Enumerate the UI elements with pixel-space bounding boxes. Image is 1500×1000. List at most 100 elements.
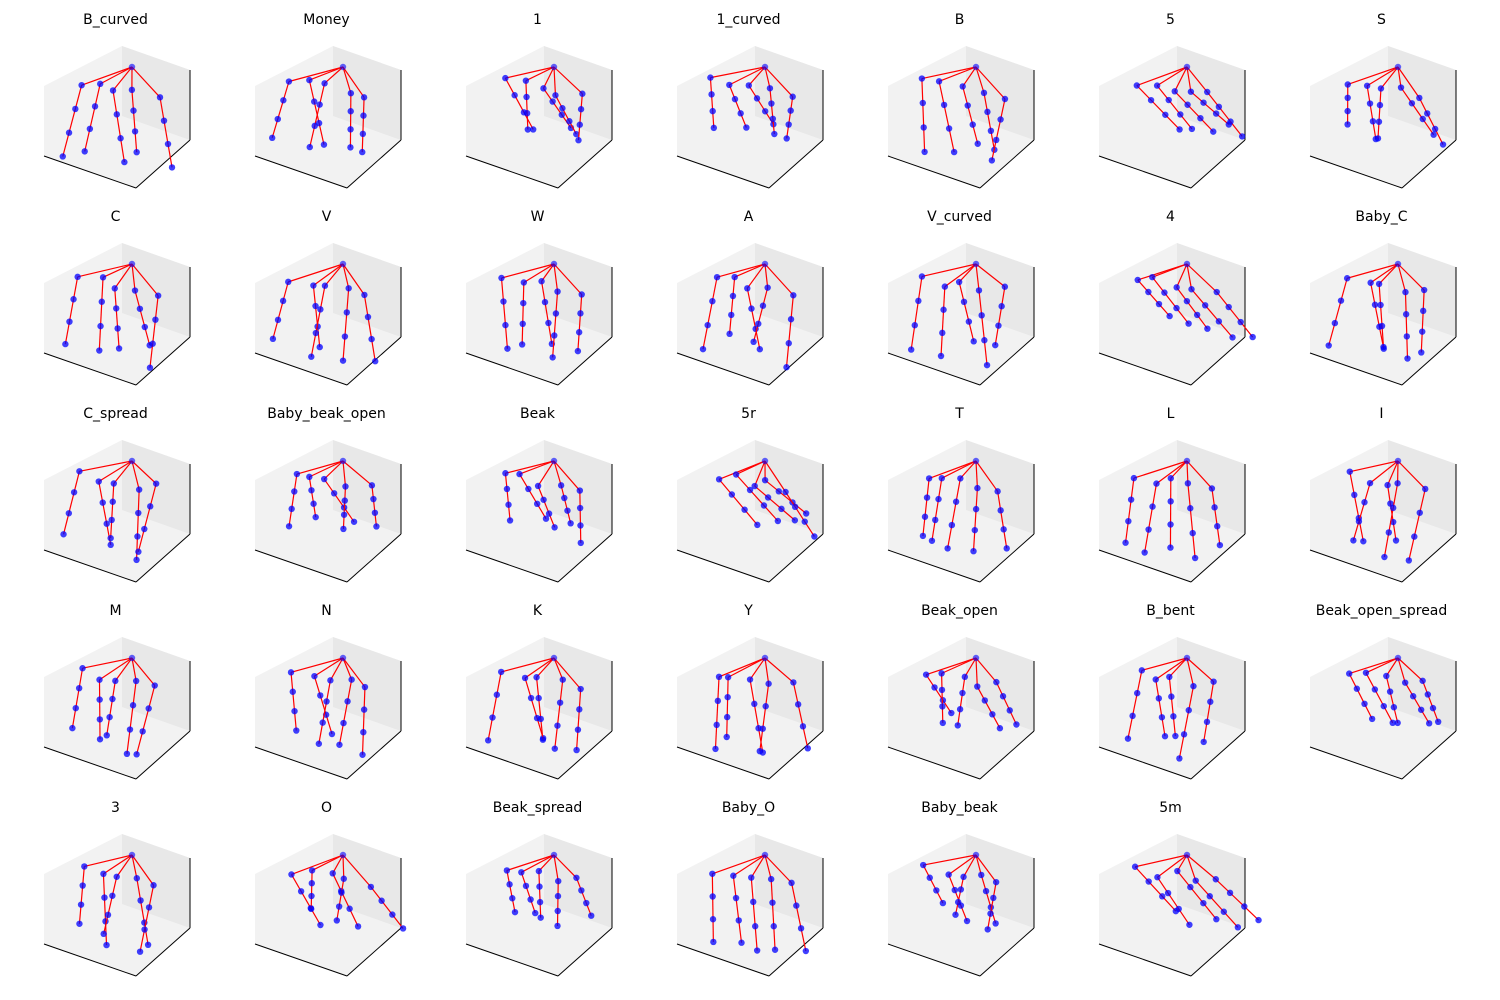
pane-right xyxy=(966,637,1034,731)
joint-point xyxy=(713,721,720,729)
joint-point xyxy=(1153,82,1161,89)
hand-3d-plot xyxy=(1309,637,1457,780)
wrist-point xyxy=(972,457,980,465)
panel-title: A xyxy=(743,209,754,225)
axis-line-1 xyxy=(346,139,402,189)
bone xyxy=(163,120,169,145)
bone xyxy=(711,277,718,302)
bone xyxy=(62,132,70,157)
bone xyxy=(148,685,156,709)
joint-point xyxy=(1378,322,1386,330)
joint-point xyxy=(710,124,718,132)
joint-point xyxy=(133,148,140,156)
joint-point xyxy=(536,883,543,890)
joint-point xyxy=(1344,121,1351,128)
axis-line-1 xyxy=(979,139,1035,189)
panel-title: S xyxy=(1377,12,1386,28)
joint-point xyxy=(321,80,328,87)
joint-point xyxy=(767,875,775,883)
bone xyxy=(1204,304,1220,322)
joint-point xyxy=(1122,539,1129,546)
joint-point xyxy=(509,895,516,902)
bone xyxy=(1397,263,1407,293)
joint-point xyxy=(317,306,324,313)
joint-point xyxy=(940,306,947,313)
bone xyxy=(750,854,766,878)
joint-point xyxy=(1210,678,1217,685)
axis-line-1 xyxy=(557,139,613,189)
joint-point xyxy=(1204,325,1211,332)
joint-point xyxy=(575,329,583,336)
joint-point xyxy=(1183,297,1191,305)
axis-line-0 xyxy=(43,943,137,977)
joint-point xyxy=(1404,355,1411,362)
hand-3d-plot xyxy=(887,834,1035,977)
joint-point xyxy=(959,689,966,697)
bone xyxy=(277,100,284,120)
bone xyxy=(771,902,775,927)
joint-point xyxy=(521,674,529,682)
joint-point xyxy=(774,517,782,525)
bone xyxy=(277,300,284,321)
joint-point xyxy=(709,297,716,305)
joint-point xyxy=(335,903,343,910)
bone xyxy=(291,854,344,876)
bone xyxy=(975,460,999,492)
bone xyxy=(1000,510,1005,530)
bone xyxy=(288,66,344,83)
bone xyxy=(538,698,542,719)
bone xyxy=(1133,460,1188,479)
joint-point xyxy=(1006,707,1013,714)
joint-point xyxy=(65,129,73,136)
bone xyxy=(342,460,373,486)
joint-point xyxy=(139,728,146,735)
joint-point xyxy=(579,90,586,97)
joint-point xyxy=(775,488,783,495)
joint-point xyxy=(308,905,315,913)
bone xyxy=(975,854,997,883)
bone xyxy=(72,276,79,300)
joint-point xyxy=(1201,302,1209,309)
wrist-point xyxy=(339,654,347,662)
joint-point xyxy=(1211,504,1218,511)
axis-line-0 xyxy=(1098,549,1192,583)
joint-point xyxy=(576,487,584,494)
joint-point xyxy=(66,318,73,325)
joint-point xyxy=(498,274,505,282)
joint-point xyxy=(285,78,293,85)
bone xyxy=(553,263,583,295)
axis-line-0 xyxy=(676,155,770,189)
joint-point xyxy=(389,911,396,918)
axis-line-0 xyxy=(43,746,137,780)
joint-point xyxy=(552,310,560,317)
joint-point xyxy=(1402,311,1410,318)
hand-3d-plot xyxy=(1309,243,1457,386)
joint-point xyxy=(1149,503,1156,510)
panel-8: V xyxy=(221,197,432,394)
joint-point xyxy=(109,695,116,703)
joint-point xyxy=(540,496,547,503)
joint-point xyxy=(1385,529,1393,536)
wrist-point xyxy=(550,654,558,662)
bone xyxy=(342,336,346,361)
bone xyxy=(947,524,953,549)
joint-point xyxy=(945,125,953,132)
joint-point xyxy=(576,706,583,713)
panel-22: N xyxy=(221,591,432,788)
joint-point xyxy=(1430,131,1437,138)
bone xyxy=(1397,66,1402,88)
axis-line-0 xyxy=(676,549,770,583)
hand-3d-plot xyxy=(676,243,824,386)
joint-point xyxy=(577,539,584,547)
joint-point xyxy=(712,745,719,753)
joint-point xyxy=(578,887,585,894)
joint-point xyxy=(746,486,754,494)
joint-point xyxy=(500,298,507,305)
joint-point xyxy=(971,526,979,534)
bone xyxy=(131,854,155,886)
joint-point xyxy=(535,867,543,875)
bone xyxy=(282,281,289,302)
joint-point xyxy=(360,706,368,713)
bone xyxy=(963,854,977,878)
bone xyxy=(1186,460,1189,484)
